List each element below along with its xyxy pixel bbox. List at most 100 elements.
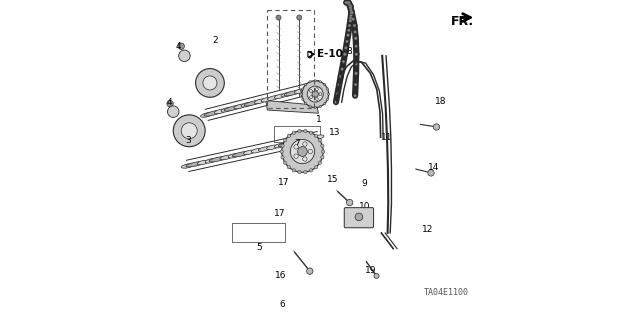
Text: 9: 9 xyxy=(361,179,367,188)
Circle shape xyxy=(178,43,184,49)
Circle shape xyxy=(349,19,352,22)
Circle shape xyxy=(355,72,358,75)
Circle shape xyxy=(281,156,284,159)
Circle shape xyxy=(284,161,287,164)
Circle shape xyxy=(433,124,440,130)
Text: 13: 13 xyxy=(329,128,340,137)
Circle shape xyxy=(354,31,356,33)
Ellipse shape xyxy=(209,156,228,162)
Circle shape xyxy=(353,24,356,27)
Ellipse shape xyxy=(220,155,232,160)
Circle shape xyxy=(305,84,307,86)
Text: FR.: FR. xyxy=(451,15,474,28)
Circle shape xyxy=(349,17,352,19)
Ellipse shape xyxy=(278,141,297,147)
Text: E-10: E-10 xyxy=(317,49,342,59)
Circle shape xyxy=(340,68,344,70)
Polygon shape xyxy=(266,100,319,113)
Circle shape xyxy=(355,72,358,75)
Circle shape xyxy=(344,53,346,56)
Circle shape xyxy=(349,5,352,8)
Circle shape xyxy=(312,91,319,97)
Circle shape xyxy=(298,129,301,133)
Ellipse shape xyxy=(301,136,320,142)
Circle shape xyxy=(318,139,321,142)
Ellipse shape xyxy=(244,100,262,106)
Circle shape xyxy=(310,90,312,93)
Circle shape xyxy=(321,156,324,159)
Circle shape xyxy=(282,131,323,172)
Text: 6: 6 xyxy=(280,300,285,309)
Ellipse shape xyxy=(234,104,246,109)
Circle shape xyxy=(308,149,312,154)
Circle shape xyxy=(344,47,348,49)
Circle shape xyxy=(319,93,322,96)
Circle shape xyxy=(294,154,298,158)
Circle shape xyxy=(297,15,302,20)
Circle shape xyxy=(309,131,313,134)
Circle shape xyxy=(179,50,190,62)
Circle shape xyxy=(181,123,197,139)
Circle shape xyxy=(339,75,342,78)
Circle shape xyxy=(319,105,321,108)
Circle shape xyxy=(339,75,342,78)
Circle shape xyxy=(319,81,321,83)
Circle shape xyxy=(324,84,326,86)
Circle shape xyxy=(303,142,307,146)
Circle shape xyxy=(349,7,352,10)
Circle shape xyxy=(287,134,291,137)
Circle shape xyxy=(280,150,284,153)
FancyBboxPatch shape xyxy=(344,208,374,228)
Text: 5: 5 xyxy=(257,243,262,252)
Circle shape xyxy=(342,60,345,63)
Circle shape xyxy=(350,11,353,14)
Circle shape xyxy=(350,11,353,14)
Circle shape xyxy=(309,105,311,108)
Ellipse shape xyxy=(275,94,285,99)
Circle shape xyxy=(298,147,307,156)
Circle shape xyxy=(302,88,304,90)
Ellipse shape xyxy=(267,145,278,150)
Ellipse shape xyxy=(204,110,223,116)
Ellipse shape xyxy=(261,97,272,102)
Circle shape xyxy=(354,83,357,86)
Circle shape xyxy=(309,169,313,172)
Ellipse shape xyxy=(205,159,216,163)
Circle shape xyxy=(347,34,349,37)
Circle shape xyxy=(355,213,363,221)
Text: 14: 14 xyxy=(428,163,440,172)
Circle shape xyxy=(349,6,352,9)
Circle shape xyxy=(304,170,307,174)
Text: 4: 4 xyxy=(166,98,172,107)
Circle shape xyxy=(307,268,313,274)
Circle shape xyxy=(345,1,348,4)
Circle shape xyxy=(349,19,352,22)
Circle shape xyxy=(326,88,329,90)
Circle shape xyxy=(287,166,291,169)
Bar xyxy=(268,10,314,108)
Circle shape xyxy=(203,76,217,90)
Circle shape xyxy=(349,5,352,8)
Circle shape xyxy=(276,15,281,20)
Circle shape xyxy=(284,139,287,142)
Circle shape xyxy=(344,53,346,56)
Ellipse shape xyxy=(290,140,301,145)
Ellipse shape xyxy=(281,92,292,97)
Circle shape xyxy=(351,11,353,14)
Circle shape xyxy=(314,80,316,82)
Circle shape xyxy=(309,81,311,83)
Circle shape xyxy=(335,101,337,103)
Circle shape xyxy=(321,150,325,153)
Circle shape xyxy=(314,107,316,108)
Ellipse shape xyxy=(297,138,309,143)
Circle shape xyxy=(352,18,355,20)
Text: 17: 17 xyxy=(278,178,289,187)
Circle shape xyxy=(374,273,379,278)
Circle shape xyxy=(348,2,350,4)
Circle shape xyxy=(328,93,330,95)
Ellipse shape xyxy=(197,160,209,165)
Ellipse shape xyxy=(241,102,252,107)
Ellipse shape xyxy=(232,151,251,157)
Circle shape xyxy=(348,2,350,4)
Circle shape xyxy=(291,139,315,164)
